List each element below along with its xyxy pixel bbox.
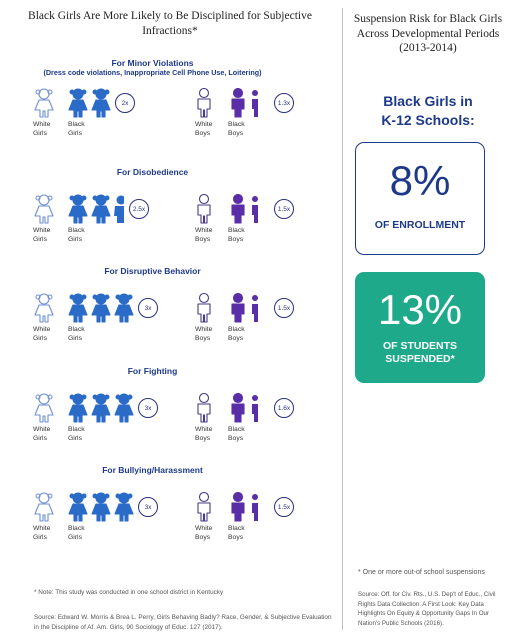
- suspended-stat-box: 13% OF STUDENTS SUSPENDED*: [355, 272, 485, 383]
- white-girl-icon: [33, 194, 55, 229]
- label-white-girls: White Girls: [33, 121, 51, 137]
- label-white-boys: White Boys: [195, 326, 213, 342]
- label-black-girls: Black Girls: [68, 426, 85, 442]
- girls-multiplier-badge: 2x: [115, 93, 135, 113]
- section-heading: For Fighting: [127, 366, 178, 376]
- suspended-label-line-1: OF STUDENTS: [382, 340, 458, 352]
- label-black-boys: Black Boys: [228, 426, 245, 442]
- black-girl-icon: [90, 194, 112, 229]
- suspended-label-line-2: SUSPENDED*: [385, 353, 455, 365]
- black-girl-icon: [67, 293, 89, 328]
- boys-multiplier-badge: 1.6x: [274, 398, 294, 418]
- white-boy-icon: [194, 392, 214, 428]
- black-boy-icon: [228, 491, 248, 527]
- right-panel: Suspension Risk for Black Girls Across D…: [344, 0, 512, 640]
- label-white-boys: White Boys: [195, 525, 213, 541]
- black-girl-icon: [67, 492, 89, 527]
- girls-multiplier-badge: 2.5x: [129, 199, 149, 219]
- boys-multiplier-badge: 1.5x: [274, 298, 294, 318]
- label-black-girls: Black Girls: [68, 227, 85, 243]
- label-black-girls: Black Girls: [68, 525, 85, 541]
- white-boy-icon: [194, 491, 214, 527]
- black-girls-subtitle: Black Girls in K-12 Schools:: [344, 92, 512, 130]
- label-black-girls: Black Girls: [68, 121, 85, 137]
- label-white-boys: White Boys: [195, 227, 213, 243]
- boys-multiplier-badge: 1.5x: [274, 497, 294, 517]
- black-girl-icon: [90, 293, 112, 328]
- black-girl-icon: [67, 194, 89, 229]
- label-black-boys: Black Boys: [228, 326, 245, 342]
- black-boy-partial-icon: [251, 492, 258, 527]
- label-black-boys: Black Boys: [228, 121, 245, 137]
- label-black-girls: Black Girls: [68, 326, 85, 342]
- black-boy-icon: [228, 193, 248, 229]
- enrollment-stat-box: 8% OF ENROLLMENT: [355, 142, 485, 255]
- white-girl-icon: [33, 88, 55, 123]
- boys-multiplier-badge: 1.3x: [274, 93, 294, 113]
- label-white-girls: White Girls: [33, 426, 51, 442]
- black-girl-partial-icon: [113, 194, 126, 229]
- white-boy-icon: [194, 193, 214, 229]
- study-source: Source: Edward W. Morris & Brea L. Perry…: [34, 614, 332, 631]
- subtitle-line-1: Black Girls in: [383, 93, 473, 109]
- label-black-boys: Black Boys: [228, 525, 245, 541]
- black-boy-partial-icon: [251, 393, 258, 428]
- girls-multiplier-badge: 3x: [138, 497, 158, 517]
- left-panel: Black Girls Are More Likely to Be Discip…: [28, 10, 332, 631]
- black-girl-icon: [113, 393, 135, 428]
- study-note: * Note: This study was conducted in one …: [34, 589, 224, 596]
- section-subheading: (Dress code violations, Inappropriate Ce…: [43, 68, 262, 77]
- white-girl-icon: [33, 293, 55, 328]
- girls-multiplier-badge: 3x: [138, 398, 158, 418]
- label-white-girls: White Girls: [33, 326, 51, 342]
- white-girl-icon: [33, 393, 55, 428]
- black-girl-icon: [113, 492, 135, 527]
- section-heading: For Disruptive Behavior: [104, 266, 201, 276]
- black-boy-icon: [228, 392, 248, 428]
- black-girl-icon: [67, 393, 89, 428]
- section-heading: For Disobedience: [116, 167, 189, 177]
- suspended-value: 13%: [377, 286, 463, 333]
- section-heading: For Bullying/Harassment: [102, 465, 203, 475]
- label-black-boys: Black Boys: [228, 227, 245, 243]
- label-white-boys: White Boys: [195, 121, 213, 137]
- white-boy-icon: [194, 292, 214, 328]
- black-boy-partial-icon: [251, 88, 258, 123]
- black-girl-icon: [90, 492, 112, 527]
- discipline-title: Black Girls Are More Likely to Be Discip…: [28, 10, 312, 37]
- boys-multiplier-badge: 1.5x: [274, 199, 294, 219]
- enrollment-label: OF ENROLLMENT: [374, 219, 466, 231]
- black-boy-partial-icon: [251, 194, 258, 229]
- white-girl-icon: [33, 492, 55, 527]
- panel-divider: [342, 8, 343, 630]
- black-boy-icon: [228, 87, 248, 123]
- subtitle-line-2: K-12 Schools:: [381, 112, 475, 128]
- suspension-risk-title: Suspension Risk for Black Girls Across D…: [353, 13, 503, 54]
- section-heading: For Minor Violations: [111, 58, 194, 68]
- black-girl-icon: [113, 293, 135, 328]
- suspended-label: OF STUDENTS SUSPENDED*: [355, 340, 485, 366]
- black-girl-icon: [90, 88, 112, 123]
- black-girl-icon: [67, 88, 89, 123]
- black-boy-icon: [228, 292, 248, 328]
- suspension-note: * One or more out-of school suspensions: [358, 569, 485, 576]
- white-boy-icon: [194, 87, 214, 123]
- suspension-source: Source: Off. for Civ. Rts., U.S. Dep't o…: [358, 591, 496, 627]
- label-white-girls: White Girls: [33, 227, 51, 243]
- black-boy-partial-icon: [251, 293, 258, 328]
- label-white-girls: White Girls: [33, 525, 51, 541]
- enrollment-value: 8%: [389, 157, 451, 204]
- girls-multiplier-badge: 3x: [138, 298, 158, 318]
- black-girl-icon: [90, 393, 112, 428]
- label-white-boys: White Boys: [195, 426, 213, 442]
